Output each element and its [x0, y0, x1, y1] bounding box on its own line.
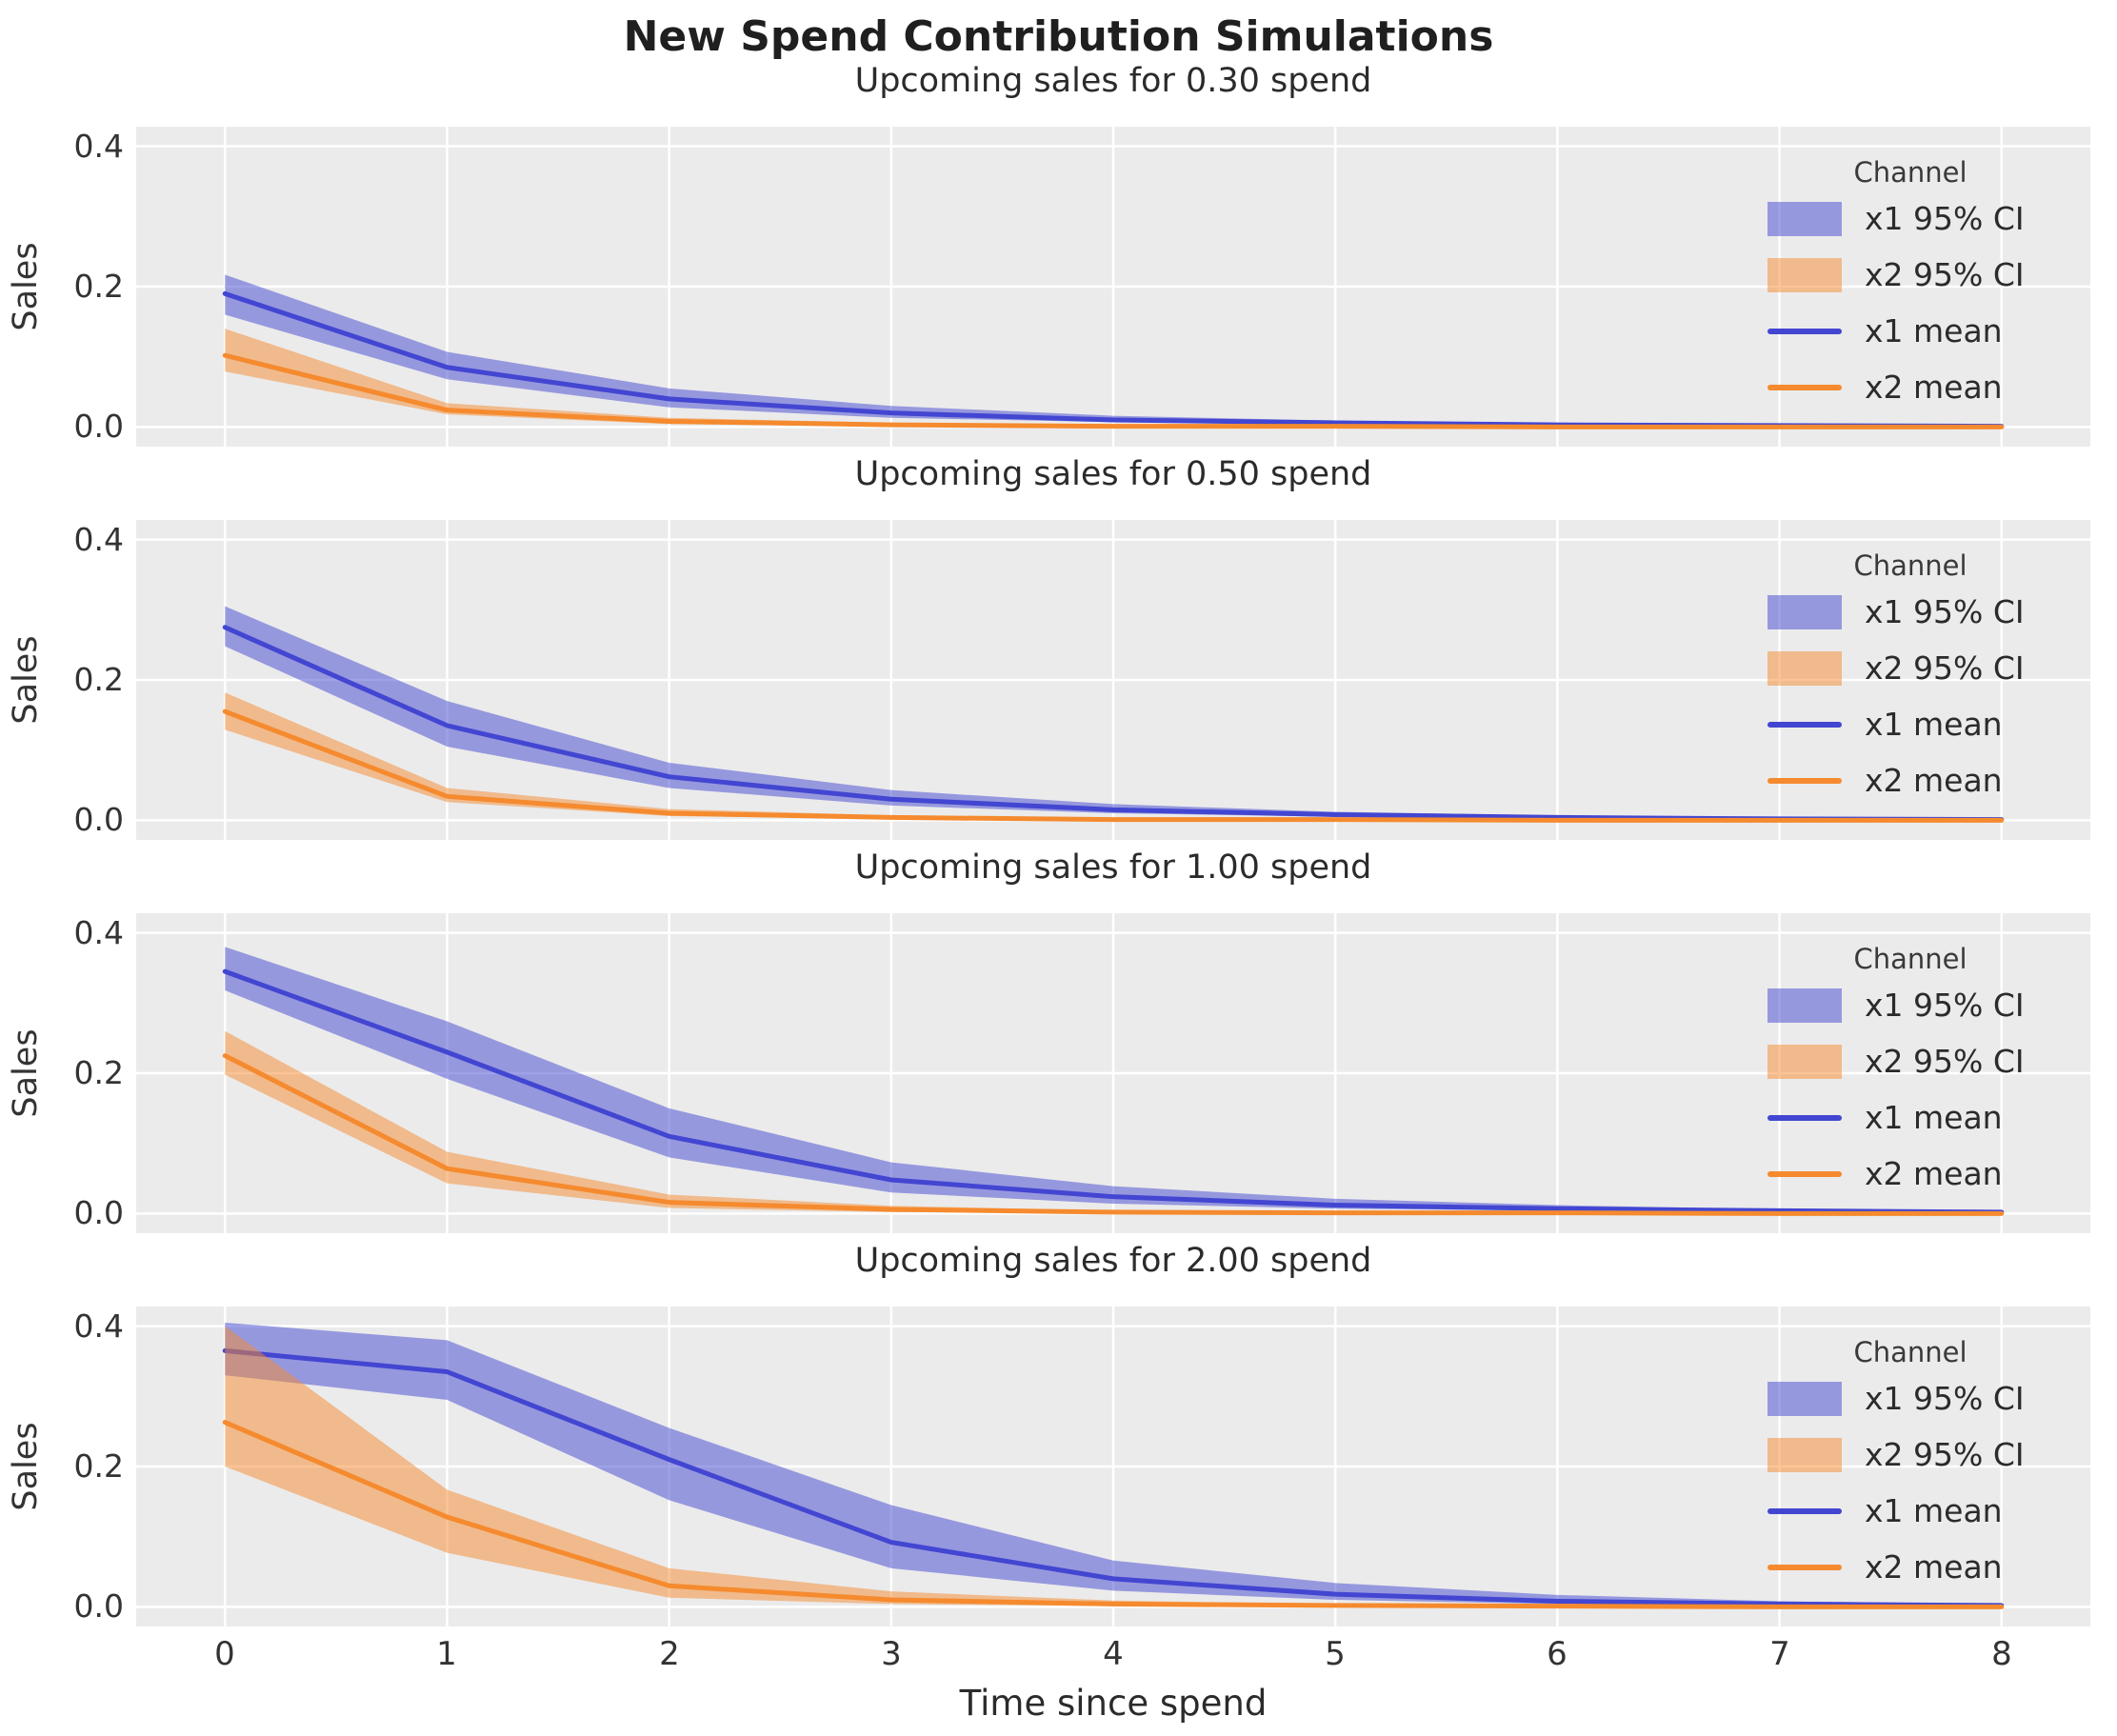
subplot-4-ytick-0.0: 0.0	[73, 1587, 124, 1625]
legend-item-x1-ci: x1 95% CI	[1767, 977, 2053, 1033]
legend-item-x2-mean: x2 mean	[1767, 1146, 2053, 1202]
x1-mean-swatch	[1767, 1507, 1842, 1514]
legend-title: Channel	[1853, 156, 1967, 189]
x2-ci-swatch	[1767, 1044, 1842, 1079]
subplot-1-ytick-0.0: 0.0	[73, 408, 124, 445]
xtick-3: 3	[881, 1635, 902, 1673]
legend-label: x1 95% CI	[1865, 1380, 2025, 1417]
subplot-2-ytick-0.2: 0.2	[73, 661, 124, 698]
xtick-7: 7	[1769, 1635, 1790, 1673]
subplot-1: Upcoming sales for 0.30 spend Sales 0.4 …	[0, 53, 2117, 463]
figure-title: New Spend Contribution Simulations	[623, 12, 1494, 61]
legend-label: x2 mean	[1865, 1155, 2003, 1192]
subplot-2-canvas	[136, 520, 2090, 840]
x2-ci-swatch	[1767, 1437, 1842, 1472]
subplot-1-legend: Channel x1 95% CI x2 95% CI x1 mean x2 m…	[1767, 154, 2053, 415]
subplot-4-title: Upcoming sales for 2.00 spend	[854, 1242, 1372, 1280]
legend-label: x1 mean	[1865, 312, 2003, 349]
legend-item-x1-mean: x1 mean	[1767, 1483, 2053, 1539]
legend-item-x1-mean: x1 mean	[1767, 1089, 2053, 1146]
legend-item-x1-ci: x1 95% CI	[1767, 584, 2053, 640]
xtick-0: 0	[214, 1635, 235, 1673]
legend-label: x2 95% CI	[1865, 256, 2025, 293]
legend-title: Channel	[1853, 549, 1967, 582]
subplot-2-ytick-0.4: 0.4	[73, 521, 124, 558]
subplot-1-title: Upcoming sales for 0.30 spend	[854, 62, 1372, 100]
legend-item-x1-ci: x1 95% CI	[1767, 1370, 2053, 1427]
legend-label: x1 mean	[1865, 706, 2003, 743]
legend-item-x2-ci: x2 95% CI	[1767, 1427, 2053, 1483]
legend-item-x1-mean: x1 mean	[1767, 696, 2053, 752]
x2-mean-swatch	[1767, 777, 1842, 784]
x2-mean-swatch	[1767, 1170, 1842, 1177]
legend-label: x1 95% CI	[1865, 200, 2025, 237]
x2-ci-swatch	[1767, 650, 1842, 686]
subplot-3-ytick-0.4: 0.4	[73, 914, 124, 951]
legend-item-x2-ci: x2 95% CI	[1767, 640, 2053, 696]
x1-ci-swatch	[1767, 988, 1842, 1023]
x1-ci-swatch	[1767, 594, 1842, 629]
xtick-8: 8	[1991, 1635, 2012, 1673]
legend-label: x2 mean	[1865, 1548, 2003, 1586]
x1-mean-swatch	[1767, 328, 1842, 334]
subplot-3-canvas	[136, 913, 2090, 1233]
xtick-5: 5	[1325, 1635, 1346, 1673]
subplot-4-ytick-0.4: 0.4	[73, 1307, 124, 1345]
subplot-1-ytick-0.4: 0.4	[73, 128, 124, 165]
subplot-4-legend: Channel x1 95% CI x2 95% CI x1 mean x2 m…	[1767, 1334, 2053, 1595]
legend-item-x2-mean: x2 mean	[1767, 359, 2053, 415]
x1-mean-swatch	[1767, 1114, 1842, 1121]
subplot-4-ytick-0.2: 0.2	[73, 1447, 124, 1485]
legend-label: x2 mean	[1865, 762, 2003, 799]
legend-item-x2-mean: x2 mean	[1767, 752, 2053, 808]
x2-mean-swatch	[1767, 1564, 1842, 1570]
subplot-3-ytick-0.0: 0.0	[73, 1194, 124, 1231]
legend-title: Channel	[1853, 1336, 1967, 1368]
subplot-4-canvas	[136, 1307, 2090, 1626]
x1-ci-swatch	[1767, 1381, 1842, 1416]
legend-title: Channel	[1853, 943, 1967, 975]
legend-label: x1 mean	[1865, 1492, 2003, 1529]
subplot-3-legend: Channel x1 95% CI x2 95% CI x1 mean x2 m…	[1767, 941, 2053, 1202]
legend-item-x2-ci: x2 95% CI	[1767, 1033, 2053, 1089]
legend-item-x1-ci: x1 95% CI	[1767, 190, 2053, 247]
legend-label: x2 95% CI	[1865, 649, 2025, 687]
x2-mean-swatch	[1767, 384, 1842, 390]
legend-label: x2 95% CI	[1865, 1436, 2025, 1473]
subplot-2-ytick-0.0: 0.0	[73, 801, 124, 838]
subplot-2-legend: Channel x1 95% CI x2 95% CI x1 mean x2 m…	[1767, 548, 2053, 808]
legend-label: x1 mean	[1865, 1099, 2003, 1136]
xtick-1: 1	[436, 1635, 457, 1673]
x1-ci-swatch	[1767, 201, 1842, 236]
subplot-3: Upcoming sales for 1.00 spend Sales 0.4 …	[0, 840, 2117, 1249]
legend-label: x1 95% CI	[1865, 593, 2025, 630]
x2-ci-swatch	[1767, 257, 1842, 292]
subplot-3-title: Upcoming sales for 1.00 spend	[854, 848, 1372, 887]
xtick-2: 2	[659, 1635, 680, 1673]
legend-label: x2 95% CI	[1865, 1043, 2025, 1080]
subplot-1-ytick-0.2: 0.2	[73, 268, 124, 305]
legend-item-x2-mean: x2 mean	[1767, 1539, 2053, 1595]
xtick-4: 4	[1103, 1635, 1124, 1673]
x1-mean-swatch	[1767, 721, 1842, 728]
subplot-2-title: Upcoming sales for 0.50 spend	[854, 455, 1372, 493]
subplot-4: Upcoming sales for 2.00 spend Sales 0.4 …	[0, 1233, 2117, 1643]
xtick-6: 6	[1547, 1635, 1568, 1673]
legend-item-x2-ci: x2 95% CI	[1767, 247, 2053, 303]
legend-label: x1 95% CI	[1865, 987, 2025, 1024]
legend-item-x1-mean: x1 mean	[1767, 303, 2053, 359]
legend-label: x2 mean	[1865, 369, 2003, 406]
x-axis-ticks: 0 1 2 3 4 5 6 7 8	[0, 1634, 2117, 1674]
subplot-1-canvas	[136, 127, 2090, 447]
subplot-3-ytick-0.2: 0.2	[73, 1054, 124, 1091]
x-axis-label: Time since spend	[959, 1683, 1268, 1724]
subplot-2: Upcoming sales for 0.50 spend Sales 0.4 …	[0, 447, 2117, 856]
